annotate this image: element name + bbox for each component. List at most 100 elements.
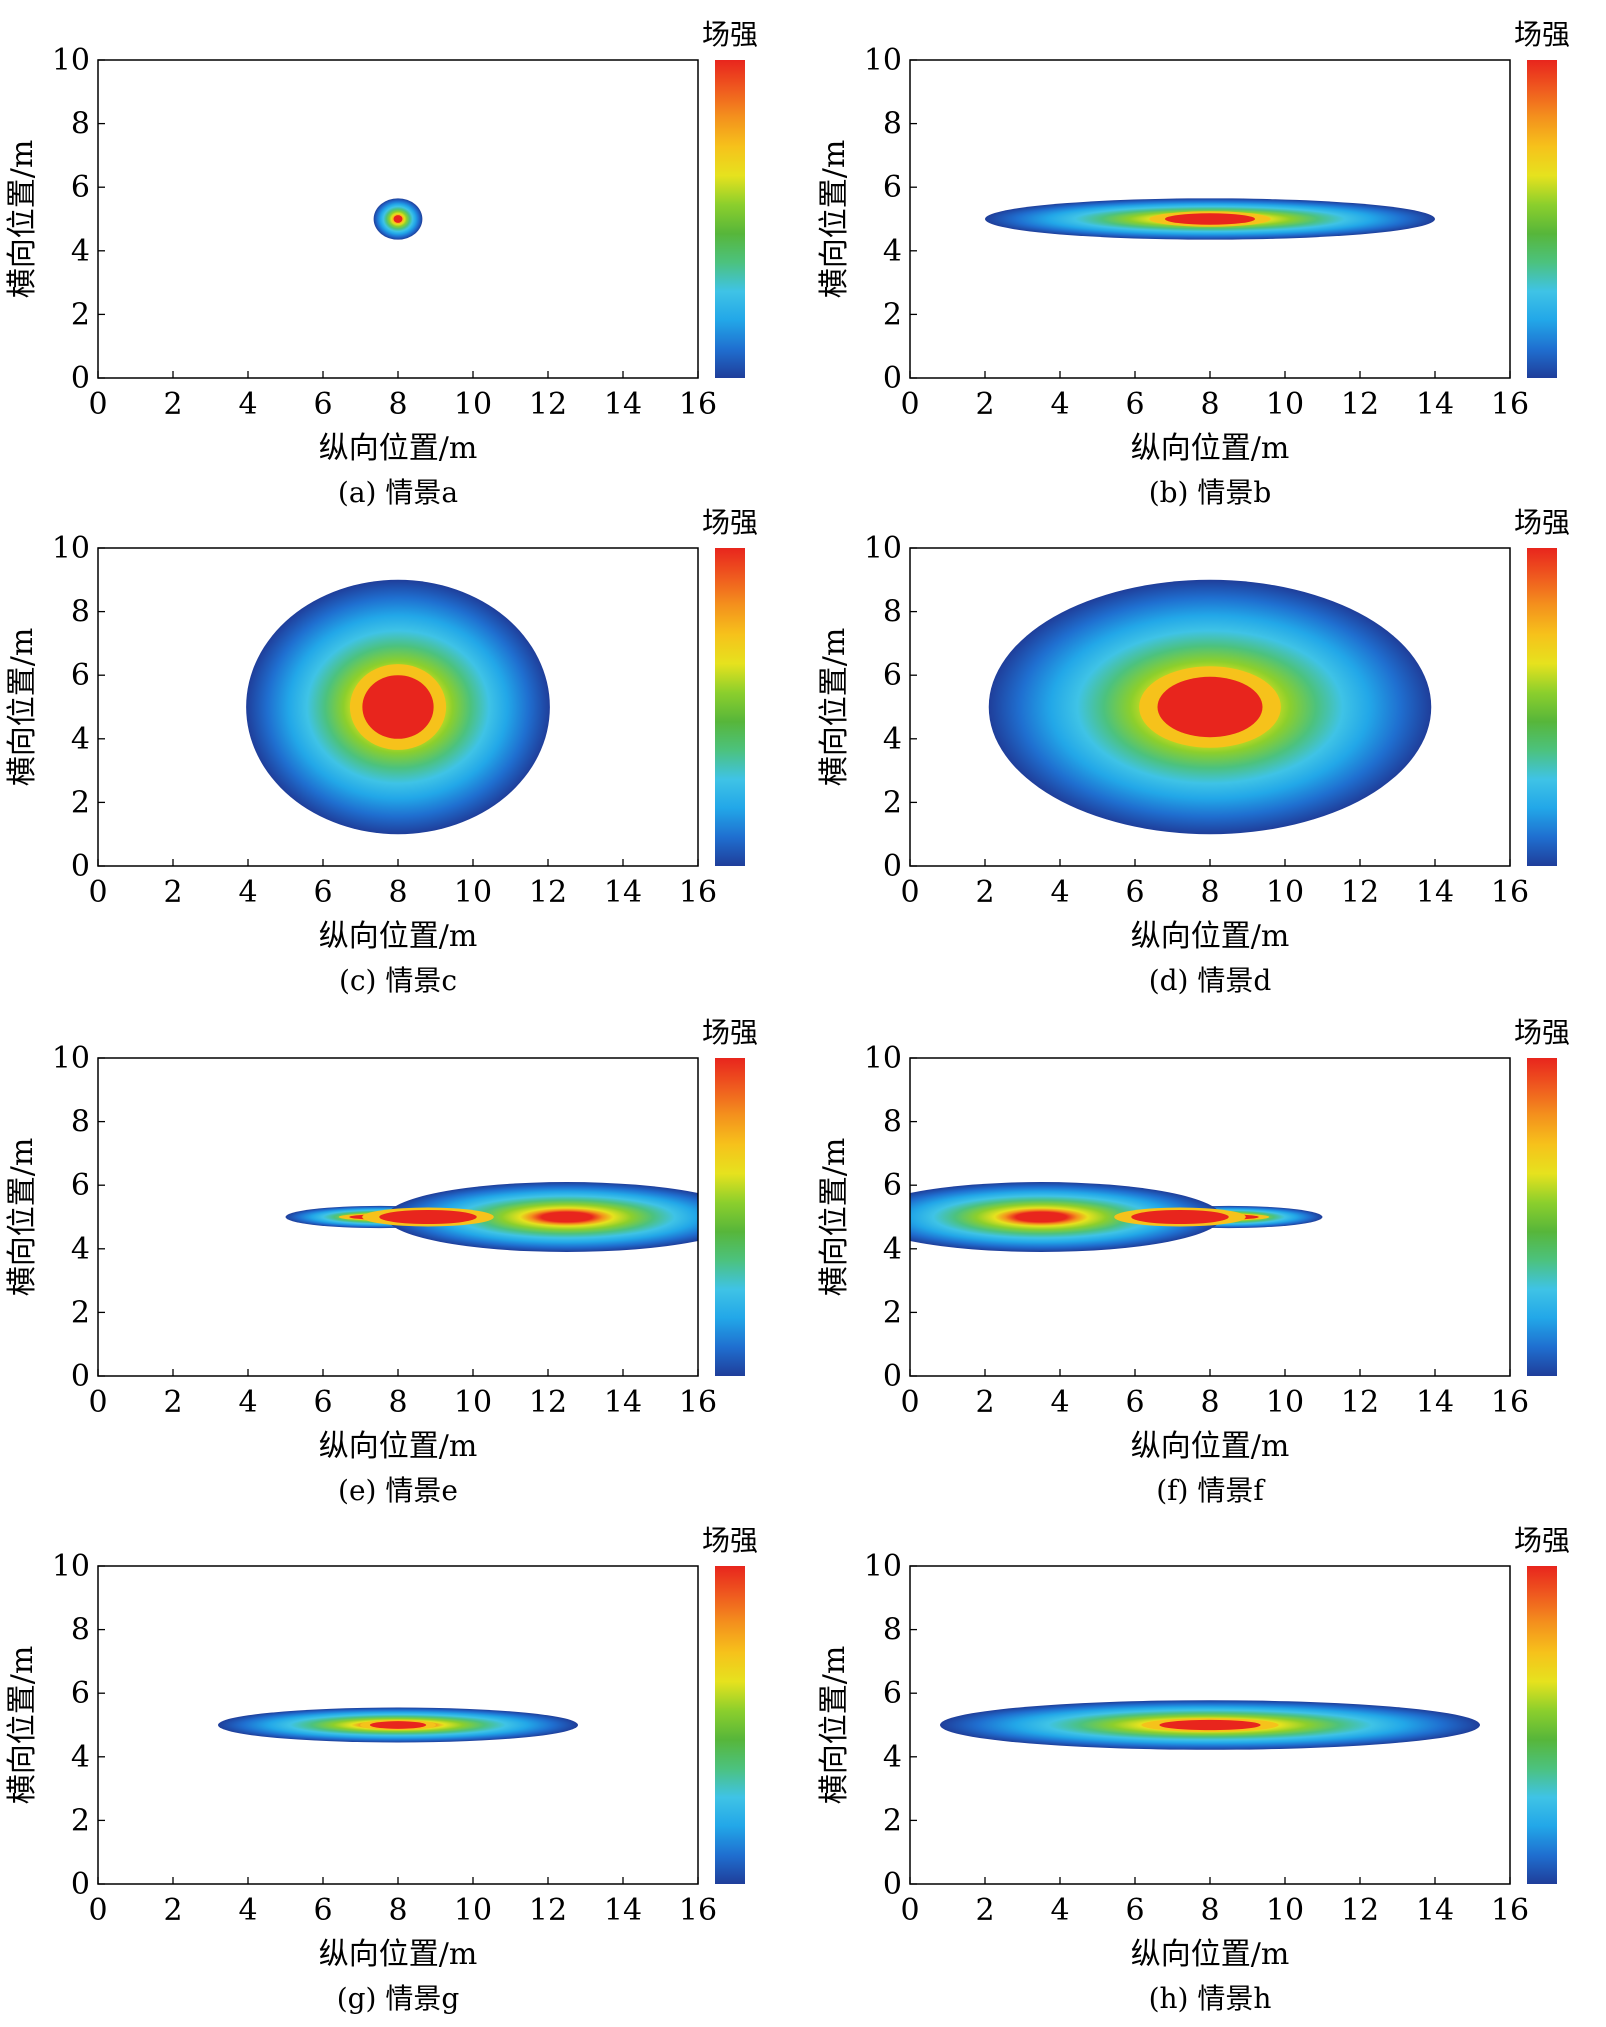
y-tick-label: 6 [71,170,90,205]
y-tick-label: 10 [864,43,902,78]
x-tick-label: 2 [975,875,994,910]
x-tick-label: 8 [388,875,407,910]
x-tick-label: 12 [1341,1385,1379,1420]
x-tick-label: 0 [900,1893,919,1928]
y-tick-label: 6 [883,1676,902,1711]
y-tick-label: 6 [71,1676,90,1711]
y-axis-label: 横向位置/m [817,140,852,299]
x-tick-label: 2 [975,1893,994,1928]
colorbar-label: 场强 [1514,18,1570,51]
panel-d: 0 2 4 6 8 10 12 14 16 0 2 4 6 8 10 纵向位置/m 横向位置/m (d) 情景d 场… [817,506,1570,997]
y-tick-label: 8 [883,107,902,142]
y-axis-label: 横向位置/m [817,1646,852,1805]
colorbar [1527,548,1557,866]
x-tick-label: 6 [1125,387,1144,422]
x-tick-label: 4 [238,1893,257,1928]
x-tick-label: 14 [1416,387,1454,422]
field-region [910,1182,1222,1252]
x-tick-label: 8 [388,1385,407,1420]
field-region [386,1182,698,1252]
y-tick-label: 0 [883,849,902,884]
x-tick-label: 6 [1125,1893,1144,1928]
y-tick-label: 10 [864,1549,902,1584]
colorbar-label: 场强 [1514,1524,1570,1557]
y-axis-label: 横向位置/m [5,1646,40,1805]
y-tick-label: 0 [71,849,90,884]
x-tick-label: 16 [679,387,717,422]
y-tick-label: 8 [883,1613,902,1648]
x-tick-label: 12 [1341,875,1379,910]
x-tick-label: 14 [1416,1385,1454,1420]
colorbar-label: 场强 [702,18,758,51]
field-peak [362,675,434,739]
x-tick-label: 10 [454,387,492,422]
field-peak [1165,213,1255,225]
y-tick-label: 10 [864,1041,902,1076]
y-tick-label: 0 [883,1867,902,1902]
y-axis-label: 横向位置/m [5,628,40,787]
x-tick-label: 0 [900,1385,919,1420]
x-tick-label: 16 [679,1385,717,1420]
x-tick-label: 6 [1125,875,1144,910]
colorbar-label: 场强 [702,506,758,539]
x-tick-label: 2 [163,387,182,422]
colorbar [1527,1058,1557,1376]
y-tick-label: 0 [883,361,902,396]
field-map [940,1700,1480,1750]
x-axis-label: 纵向位置/m [1131,431,1290,466]
field-peak [1157,676,1263,738]
y-tick-label: 2 [883,1295,902,1330]
x-tick-label: 6 [313,1893,332,1928]
y-tick-label: 6 [883,658,902,693]
y-tick-label: 8 [883,595,902,630]
colorbar [715,60,745,378]
x-tick-label: 4 [1050,1893,1069,1928]
x-tick-label: 16 [1491,387,1529,422]
y-tick-label: 2 [71,1803,90,1838]
panel-caption: (c) 情景c [339,964,457,997]
y-tick-label: 0 [883,1359,902,1394]
panel-caption: (a) 情景a [338,476,458,509]
x-tick-label: 0 [88,387,107,422]
y-axis-label: 横向位置/m [817,628,852,787]
x-tick-label: 14 [604,875,642,910]
y-tick-label: 2 [883,785,902,820]
field-peak [393,215,403,223]
panel-caption: (g) 情景g [337,1982,460,2015]
field-map [218,1707,578,1743]
panel-b: 0 2 4 6 8 10 12 14 16 0 2 4 6 8 10 纵向位置/m 横向位置/m (b) 情景b 场… [817,18,1570,509]
field-peak [1159,1719,1261,1731]
x-tick-label: 6 [313,1385,332,1420]
x-axis-label: 纵向位置/m [1131,919,1290,954]
colorbar-label: 场强 [702,1016,758,1049]
field-peak [1131,1210,1229,1224]
y-tick-label: 2 [71,785,90,820]
panel-c: 0 2 4 6 8 10 12 14 16 0 2 4 6 8 10 纵向位置/m 横向位置/m (c) 情景c 场… [5,506,758,997]
y-tick-label: 10 [52,1549,90,1584]
panel-e: 0 2 4 6 8 10 12 14 16 0 2 4 6 8 10 纵向位置/m 横向位置/m (e) 情景e 场… [5,1016,758,1507]
colorbar-label: 场强 [702,1524,758,1557]
x-axis-label: 纵向位置/m [1131,1429,1290,1464]
y-tick-label: 10 [52,531,90,566]
x-tick-label: 8 [1200,875,1219,910]
y-tick-label: 2 [71,297,90,332]
x-tick-label: 2 [163,875,182,910]
x-tick-label: 0 [900,875,919,910]
y-tick-label: 4 [71,722,90,757]
x-tick-label: 10 [1266,1385,1304,1420]
x-tick-label: 4 [238,875,257,910]
y-tick-label: 4 [71,1232,90,1267]
x-tick-label: 10 [454,1893,492,1928]
field-map [985,198,1435,240]
x-tick-label: 14 [1416,875,1454,910]
field-map [988,579,1432,835]
y-tick-label: 4 [883,722,902,757]
y-tick-label: 10 [52,1041,90,1076]
y-tick-label: 4 [883,1740,902,1775]
x-tick-label: 10 [454,875,492,910]
y-tick-label: 8 [71,1105,90,1140]
y-tick-label: 6 [883,170,902,205]
x-tick-label: 12 [529,1385,567,1420]
field-map [246,579,550,835]
